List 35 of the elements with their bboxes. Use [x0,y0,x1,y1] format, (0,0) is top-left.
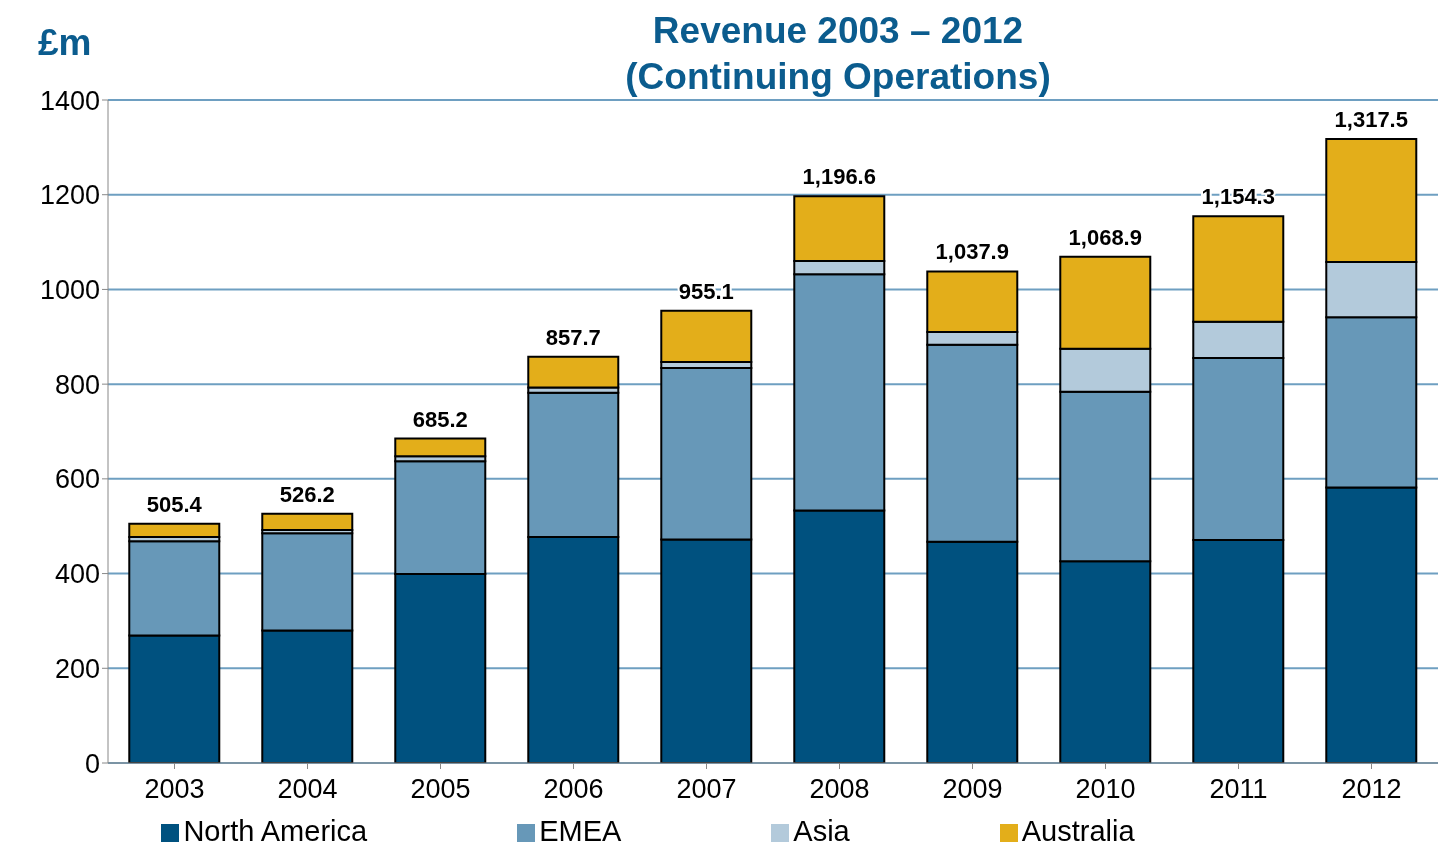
x-tick-label: 2010 [1075,774,1136,805]
x-tick-label: 2003 [144,774,205,805]
y-tick-label: 400 [54,559,100,590]
y-tick-label: 0 [84,748,100,779]
bar [261,512,354,531]
total-label: 1,317.5 [1334,107,1408,133]
legend-label: EMEA [539,815,622,847]
bar [128,522,221,539]
x-tick-label: 2009 [942,774,1003,805]
x-tick-label: 2012 [1341,774,1402,805]
y-tick-label: 800 [54,369,100,400]
x-tick-label: 2004 [277,774,338,805]
y-axis-title: £m [38,22,92,64]
y-tick-label: 1000 [39,275,100,306]
x-tick-label: 2007 [676,774,737,805]
total-label: 1,196.6 [802,164,876,190]
x-tick-label: 2006 [543,774,604,805]
total-label: 526.2 [279,481,335,507]
y-tick-label: 1200 [39,180,100,211]
total-label: 857.7 [545,324,601,350]
total-label: 505.4 [146,491,203,517]
bar [394,437,487,458]
y-tick-label: 1400 [39,85,100,116]
legend-label: Australia [1021,815,1135,847]
y-tick-label: 600 [54,464,100,495]
y-tick-label: 200 [54,653,100,684]
total-label: 1,068.9 [1068,224,1142,250]
chart-title: Revenue 2003 – 2012 (Continuing Operations) [624,9,1052,99]
x-tick-label: 2011 [1209,774,1268,805]
x-tick-label: 2008 [809,774,870,805]
legend-label: North America [183,815,368,847]
total-label: 1,037.9 [935,239,1009,265]
legend-label: Asia [793,815,850,847]
total-label: 685.2 [412,406,468,432]
x-tick-label: 2005 [410,774,471,805]
